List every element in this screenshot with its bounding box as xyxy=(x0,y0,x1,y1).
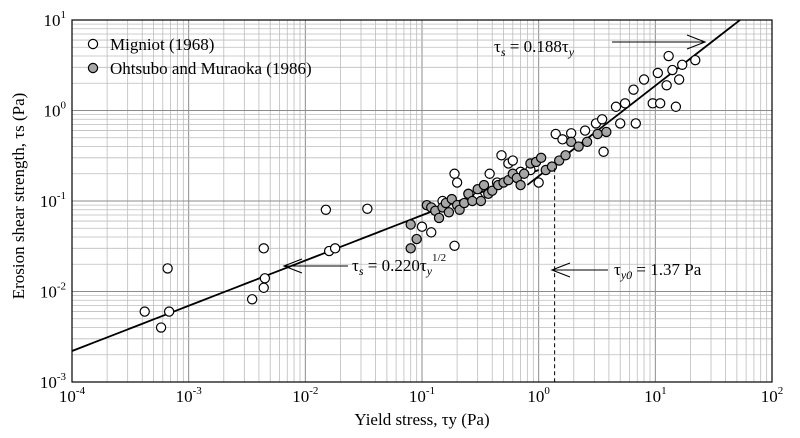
point-migniot xyxy=(320,204,332,215)
point-ohtsubo xyxy=(475,195,487,207)
annotation-threshold-label: τy0 = 1.37 Pa xyxy=(614,260,702,282)
point-migniot xyxy=(533,177,544,188)
point-ohtsubo xyxy=(565,136,577,148)
point-migniot xyxy=(663,50,674,62)
legend-label-migniot: Migniot (1968) xyxy=(110,35,214,54)
annotation-threshold-arrowhead xyxy=(550,262,571,278)
point-ohtsubo xyxy=(592,128,603,140)
point-ohtsubo xyxy=(601,126,612,138)
point-migniot xyxy=(507,155,518,166)
y-tick-label: 101 xyxy=(44,9,67,30)
point-migniot xyxy=(258,282,269,293)
tick-labels: 10-4 10-3 10-2 10-1 100 101 10210-310-210-1100… xyxy=(40,9,783,406)
annotation-linear-fit-label: τs = 0.188τy xyxy=(494,37,575,59)
y-tick-label: 100 xyxy=(44,100,67,121)
annotation-sqrt-fit: τs = 0.220τy1/2 xyxy=(282,252,446,278)
annotation-linear-fit: τs = 0.188τy xyxy=(494,34,707,59)
point-migniot xyxy=(596,114,608,125)
point-migniot xyxy=(565,128,577,139)
plot-frame xyxy=(71,19,773,383)
point-migniot xyxy=(638,74,650,85)
point-migniot xyxy=(449,240,460,251)
point-ohtsubo xyxy=(581,136,593,148)
x-tick-label: 102 xyxy=(761,385,784,406)
point-ohtsubo xyxy=(411,233,422,245)
point-migniot xyxy=(670,101,682,112)
point-migniot xyxy=(484,168,495,179)
point-migniot xyxy=(162,263,173,274)
x-tick-label: 10-2 xyxy=(292,385,318,406)
point-migniot xyxy=(557,134,568,145)
point-migniot xyxy=(416,221,428,232)
point-migniot xyxy=(155,322,167,333)
point-ohtsubo xyxy=(518,168,530,179)
point-migniot xyxy=(451,177,463,188)
point-migniot xyxy=(449,168,460,179)
point-ohtsubo xyxy=(433,212,445,224)
point-migniot xyxy=(579,125,591,136)
point-migniot xyxy=(667,64,678,76)
annotation-threshold: τy0 = 1.37 Pa xyxy=(550,168,702,382)
point-ohtsubo xyxy=(467,195,478,207)
point-migniot xyxy=(550,128,561,140)
annotation-linear-fit-arrowhead xyxy=(686,34,707,50)
point-migniot xyxy=(610,101,622,112)
x-tick-label: 100 xyxy=(527,385,550,406)
x-tick-label: 10-1 xyxy=(409,385,435,406)
point-migniot xyxy=(426,227,437,238)
point-migniot xyxy=(139,306,150,317)
point-migniot xyxy=(258,243,269,254)
point-ohtsubo xyxy=(405,219,416,230)
point-migniot xyxy=(598,146,609,157)
x-tick-label: 10-3 xyxy=(176,385,203,406)
y-axis-label: Erosion shear strength, τs (Pa) xyxy=(9,93,28,300)
point-migniot xyxy=(673,74,685,85)
point-migniot xyxy=(661,80,672,91)
legend: Migniot (1968) Ohtsubo and Muraoka (1986… xyxy=(87,35,312,78)
point-ohtsubo xyxy=(560,150,571,161)
x-tick-label: 10-4 xyxy=(59,385,86,406)
point-migniot xyxy=(652,67,664,79)
legend-label-ohtsubo: Ohtsubo and Muraoka (1986) xyxy=(110,59,312,78)
legend-marker-ohtsubo xyxy=(87,62,99,74)
point-ohtsubo xyxy=(443,207,455,218)
y-tick-label: 10-3 xyxy=(40,371,67,392)
point-migniot xyxy=(496,150,507,161)
y-tick-label: 10-2 xyxy=(40,281,66,302)
point-migniot xyxy=(163,306,175,317)
point-migniot xyxy=(619,98,631,109)
point-ohtsubo xyxy=(573,141,584,152)
point-migniot xyxy=(615,118,626,129)
y-tick-label: 10-1 xyxy=(40,190,66,211)
point-ohtsubo xyxy=(478,179,490,191)
point-migniot xyxy=(246,294,258,305)
point-ohtsubo xyxy=(405,243,416,254)
point-ohtsubo xyxy=(535,152,547,164)
data-points xyxy=(139,50,701,333)
point-migniot xyxy=(654,98,666,109)
point-migniot xyxy=(329,243,341,254)
point-ohtsubo xyxy=(515,179,526,191)
point-migniot xyxy=(628,84,639,95)
point-migniot xyxy=(677,59,688,70)
point-migniot xyxy=(259,273,271,284)
point-migniot xyxy=(362,203,373,214)
x-axis-label: Yield stress, τy (Pa) xyxy=(354,410,489,429)
point-migniot xyxy=(630,118,641,129)
x-tick-label: 101 xyxy=(644,385,667,406)
annotation-sqrt-fit-label: τs = 0.220τy1/2 xyxy=(352,252,446,278)
grid xyxy=(72,20,772,382)
point-migniot xyxy=(690,54,701,66)
annotation-sqrt-fit-arrowhead xyxy=(282,258,303,274)
legend-marker-migniot xyxy=(87,38,99,50)
